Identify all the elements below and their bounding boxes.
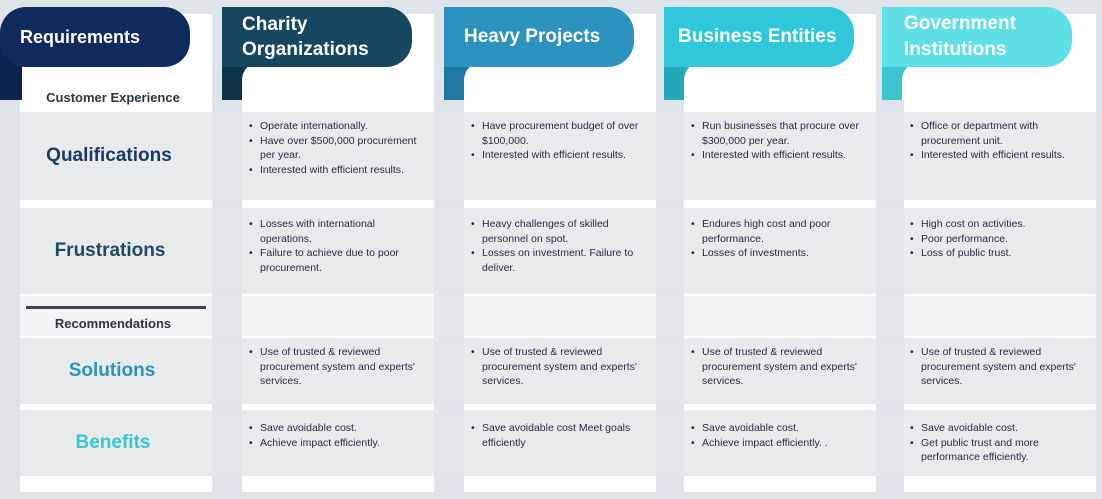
bullet-item: Operate internationally. (248, 119, 426, 134)
bullet-item: Office or department with procurement un… (909, 119, 1091, 148)
header-charity-line2: Organizations (242, 37, 369, 62)
cell-qualifications-government: Office or department with procurement un… (909, 119, 1091, 163)
bullet-item: Save avoidable cost Meet goals efficient… (470, 421, 650, 450)
row-label-solutions: Solutions (20, 338, 204, 404)
section-customer-experience: Customer Experience (20, 90, 206, 105)
header-business-entities: Business Entities (664, 7, 854, 67)
cell-benefits-heavy-projects: Save avoidable cost Meet goals efficient… (470, 421, 650, 450)
bullet-item: Interested with efficient results. (909, 148, 1091, 163)
cell-solutions-business: Use of trusted & reviewed procurement sy… (690, 345, 866, 389)
cell-frustrations-charity: Losses with international operations.Fai… (248, 217, 426, 275)
header-heavy-projects: Heavy Projects (444, 7, 634, 67)
bullet-item: Save avoidable cost. (690, 421, 866, 436)
bullet-item: Interested with efficient results. (690, 148, 866, 163)
bullet-item: Have procurement budget of over $100,000… (470, 119, 650, 148)
cell-qualifications-charity: Operate internationally.Have over $500,0… (248, 119, 426, 177)
cell-frustrations-heavy-projects: Heavy challenges of skilled personnel on… (470, 217, 650, 275)
header-charity-organizations: Charity Organizations (222, 7, 412, 67)
bullet-item: Poor performance. (909, 232, 1091, 247)
bullet-item: Get public trust and more performance ef… (909, 436, 1091, 465)
bullet-item: Losses of investments. (690, 246, 866, 261)
bullet-item: Save avoidable cost. (248, 421, 426, 436)
header-charity-line1: Charity (242, 12, 369, 37)
bullet-item: Use of trusted & reviewed procurement sy… (470, 345, 650, 389)
header-requirements: Requirements (0, 7, 190, 67)
bullet-item: Heavy challenges of skilled personnel on… (470, 217, 650, 246)
bullet-item: Use of trusted & reviewed procurement sy… (909, 345, 1091, 389)
header-business-entities-label: Business Entities (678, 26, 836, 48)
bullet-item: Failure to achieve due to poor procureme… (248, 246, 426, 275)
cell-frustrations-business: Endures high cost and poor performance.L… (690, 217, 866, 261)
section-divider (26, 306, 206, 309)
bullet-item: Achieve impact efficiently. (248, 436, 426, 451)
row-label-qualifications: Qualifications (20, 112, 198, 200)
row-label-frustrations: Frustrations (20, 208, 200, 294)
bullet-item: Losses on investment. Failure to deliver… (470, 246, 650, 275)
bullet-item: High cost on activities. (909, 217, 1091, 232)
cell-benefits-business: Save avoidable cost.Achieve impact effic… (690, 421, 866, 450)
bullet-item: Use of trusted & reviewed procurement sy… (690, 345, 866, 389)
bullet-item: Achieve impact efficiently. . (690, 436, 866, 451)
header-government-line2: Institutions (904, 37, 1016, 63)
row-label-benefits: Benefits (20, 410, 206, 476)
bullet-item: Endures high cost and poor performance. (690, 217, 866, 246)
cell-benefits-government: Save avoidable cost.Get public trust and… (909, 421, 1091, 465)
cell-qualifications-heavy-projects: Have procurement budget of over $100,000… (470, 119, 650, 163)
cell-solutions-government: Use of trusted & reviewed procurement sy… (909, 345, 1091, 389)
section-recommendations: Recommendations (20, 316, 206, 331)
header-government-institutions: Government Institutions (882, 7, 1072, 67)
bullet-item: Have over $500,000 procurement per year. (248, 134, 426, 163)
bullet-item: Save avoidable cost. (909, 421, 1091, 436)
bullet-item: Use of trusted & reviewed procurement sy… (248, 345, 426, 389)
header-heavy-projects-label: Heavy Projects (464, 26, 600, 48)
bullet-item: Interested with efficient results. (248, 163, 426, 178)
header-government-line1: Government (904, 11, 1016, 37)
cell-frustrations-government: High cost on activities.Poor performance… (909, 217, 1091, 261)
bullet-item: Interested with efficient results. (470, 148, 650, 163)
bullet-item: Run businesses that procure over $300,00… (690, 119, 866, 148)
header-requirements-label: Requirements (20, 27, 140, 48)
bullet-item: Loss of public trust. (909, 246, 1091, 261)
bullet-item: Losses with international operations. (248, 217, 426, 246)
cell-qualifications-business: Run businesses that procure over $300,00… (690, 119, 866, 163)
cell-solutions-heavy-projects: Use of trusted & reviewed procurement sy… (470, 345, 650, 389)
cell-benefits-charity: Save avoidable cost.Achieve impact effic… (248, 421, 426, 450)
cell-solutions-charity: Use of trusted & reviewed procurement sy… (248, 345, 426, 389)
